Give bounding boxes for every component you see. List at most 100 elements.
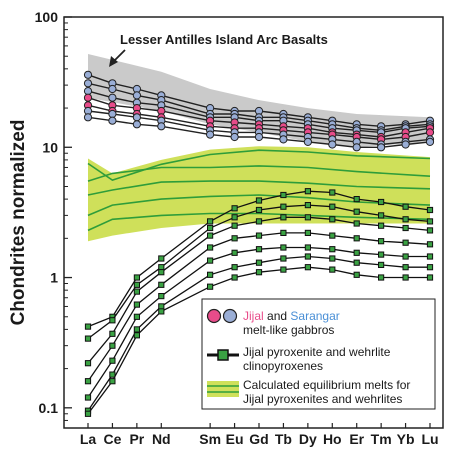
cpx-point: [255, 246, 263, 253]
cpx-point: [207, 224, 214, 232]
x-tick-label: Ho: [323, 431, 342, 447]
gabbro-point: [132, 113, 141, 122]
cpx-point: [329, 203, 336, 210]
cpx-point: [84, 410, 92, 417]
cpx-point: [378, 238, 385, 245]
cpx-point: [304, 264, 311, 271]
x-tick-label: Nd: [152, 431, 171, 447]
cpx-point: [207, 244, 214, 251]
cpx-point: [329, 189, 336, 196]
cpx-point: [402, 274, 409, 281]
legend-box: [201, 298, 436, 410]
cpx-point: [353, 249, 360, 256]
melt-curve-2: [87, 165, 431, 182]
cpx-point: [231, 264, 238, 271]
x-tick-label: Ce: [103, 431, 121, 447]
cpx-point: [402, 216, 409, 223]
gabbro-point: [425, 137, 435, 146]
cpx-point: [304, 244, 311, 251]
cpx-point: [329, 266, 336, 273]
cpx-point: [207, 271, 214, 278]
gabbro-point: [83, 93, 93, 102]
cpx-point: [378, 274, 385, 281]
gabbro-series-7: [83, 113, 435, 152]
gabbro-point: [303, 137, 312, 146]
cpx-point: [329, 255, 336, 262]
melt-curve-1: [87, 149, 431, 181]
gabbro-point: [425, 128, 435, 137]
cpx-point: [353, 235, 360, 242]
cpx-point: [207, 257, 214, 264]
lesser-antilles-annotation: Lesser Antilles Island Arc Basalts: [109, 32, 328, 67]
cpx-point: [109, 317, 116, 324]
cpx-point: [255, 206, 263, 214]
legend-cpx-line1: Jijal pyroxenite and wehrlite: [243, 345, 391, 359]
cpx-series-2: [84, 202, 434, 342]
cpx-point: [109, 330, 116, 337]
gabbro-point: [401, 140, 410, 149]
gabbro-point: [279, 135, 288, 144]
cpx-point: [84, 335, 92, 342]
legend-melt-swatch: [207, 381, 239, 397]
cpx-line-7: [87, 266, 430, 415]
lesser-antilles-band: [88, 54, 430, 148]
cpx-point: [158, 303, 165, 310]
cpx-point: [133, 332, 141, 339]
cpx-point: [402, 239, 409, 246]
legend-sarangar-marker: [222, 308, 238, 324]
cpx-point: [329, 246, 336, 253]
cpx-point: [158, 281, 165, 288]
legend: Jijal and Sarangar melt-like gabbros Jij…: [201, 298, 436, 410]
cpx-point: [426, 206, 434, 214]
cpx-point: [304, 188, 311, 195]
cpx-point: [255, 269, 263, 276]
cpx-point: [426, 264, 434, 271]
gabbro-point: [83, 79, 93, 88]
y-axis: 0.1 1 10 100: [35, 9, 72, 429]
cpx-point: [426, 274, 434, 281]
gabbro-point: [108, 84, 117, 94]
melt-curve-5: [87, 212, 431, 232]
cpx-point: [378, 222, 385, 229]
cpx-point: [304, 229, 311, 237]
cpx-line-5: [87, 246, 430, 398]
plot-frame: [63, 16, 444, 429]
cpx-point: [378, 198, 385, 206]
legend-melt-line1: Calculated equilibrium melts for: [243, 378, 410, 392]
cpx-point: [231, 235, 238, 242]
legend-cpx-marker: [217, 349, 229, 361]
x-tick-label: La: [80, 431, 97, 447]
lesser-antilles-area: [88, 54, 430, 148]
y-tick-label: 10: [42, 139, 58, 155]
cpx-point: [329, 232, 336, 239]
cpx-point: [280, 229, 287, 237]
cpx-line-2: [87, 204, 431, 340]
cpx-point: [207, 218, 214, 225]
x-tick-label: Lu: [421, 431, 438, 447]
cpx-point: [158, 255, 165, 262]
cpx-line-1: [87, 190, 431, 328]
cpx-point: [231, 222, 238, 229]
gabbro-point: [254, 132, 264, 142]
cpx-point: [378, 212, 385, 219]
melt-curve-4: [87, 194, 431, 217]
gabbro-point: [83, 70, 93, 79]
cpx-point: [109, 371, 116, 378]
cpx-point: [133, 274, 141, 281]
cpx-point: [353, 196, 360, 203]
cpx-point: [280, 266, 287, 273]
cpx-point: [304, 214, 311, 221]
gabbro-point: [206, 130, 215, 139]
gabbro-point: [377, 143, 386, 152]
cpx-point: [207, 232, 214, 239]
gabbro-point: [108, 93, 117, 102]
y-axis-label: Chondrites normalized: [8, 120, 29, 326]
cpx-point: [378, 251, 385, 258]
cpx-point: [84, 323, 92, 330]
clinopyroxene-series: [84, 188, 434, 417]
gabbro-point: [132, 120, 141, 129]
x-tick-label: Sm: [199, 431, 221, 447]
cpx-point: [378, 261, 385, 268]
gabbro-point: [230, 132, 239, 142]
